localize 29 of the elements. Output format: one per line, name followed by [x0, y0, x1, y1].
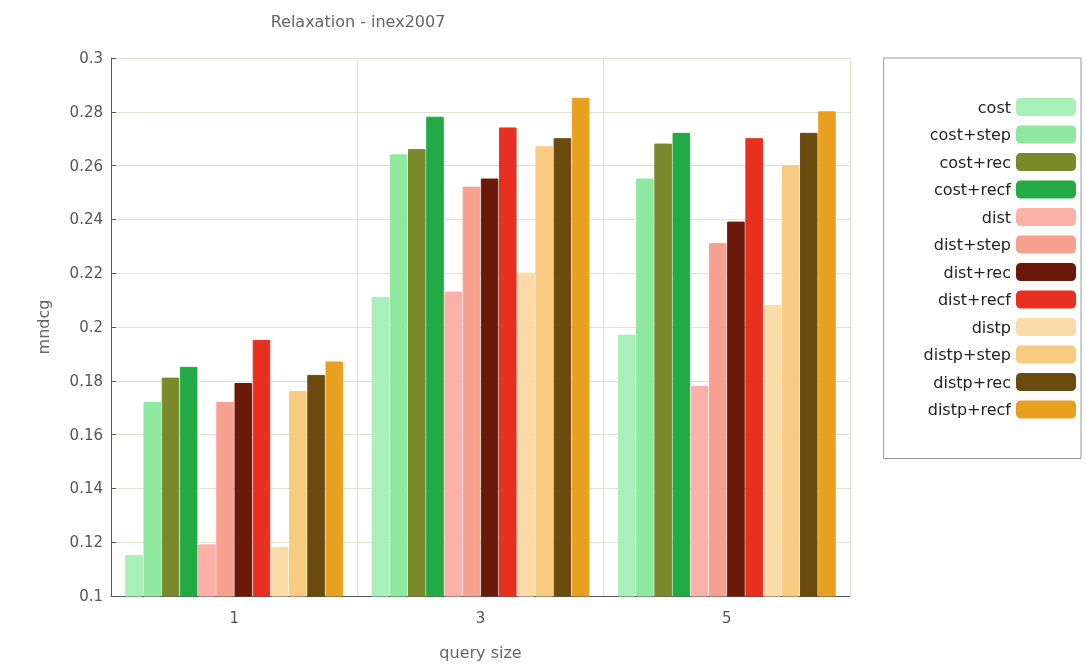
- chart-title: Relaxation - inex2007: [270, 11, 446, 31]
- y-tick-label: 0.14: [69, 479, 103, 498]
- x-tick-label: 3: [475, 608, 486, 627]
- x-axis-title: query size: [439, 642, 522, 662]
- y-tick-label: 0.12: [69, 533, 103, 552]
- y-tick-label: 0.2: [79, 318, 103, 336]
- y-tick-label: 0.18: [69, 371, 103, 390]
- legend-label: cost+step: [929, 125, 1011, 144]
- legend-label: distp+recf: [927, 400, 1012, 419]
- y-tick-label: 0.1: [79, 587, 103, 605]
- legend-label: dist+step: [933, 235, 1011, 254]
- y-tick-label: 0.16: [69, 425, 103, 444]
- legend-label: cost+rec: [939, 152, 1011, 172]
- y-tick-label: 0.24: [69, 210, 103, 229]
- y-tick-label: 0.3: [79, 49, 103, 67]
- legend-label: dist+rec: [943, 262, 1011, 282]
- x-tick-label: 1: [229, 608, 239, 627]
- legend-label: dist: [981, 207, 1011, 227]
- y-tick-label: 0.26: [69, 156, 103, 175]
- y-tick-label: 0.22: [69, 264, 103, 283]
- y-axis-title: mndcg: [33, 299, 53, 355]
- legend-label: distp+step: [923, 345, 1011, 364]
- legend-label: distp: [971, 317, 1011, 337]
- x-tick-label: 5: [722, 608, 732, 627]
- legend-label: cost: [977, 97, 1011, 117]
- legend-label: distp+rec: [933, 372, 1011, 392]
- legend-label: dist+recf: [937, 290, 1012, 309]
- y-tick-label: 0.28: [69, 102, 103, 121]
- legend-label: cost+recf: [933, 180, 1012, 199]
